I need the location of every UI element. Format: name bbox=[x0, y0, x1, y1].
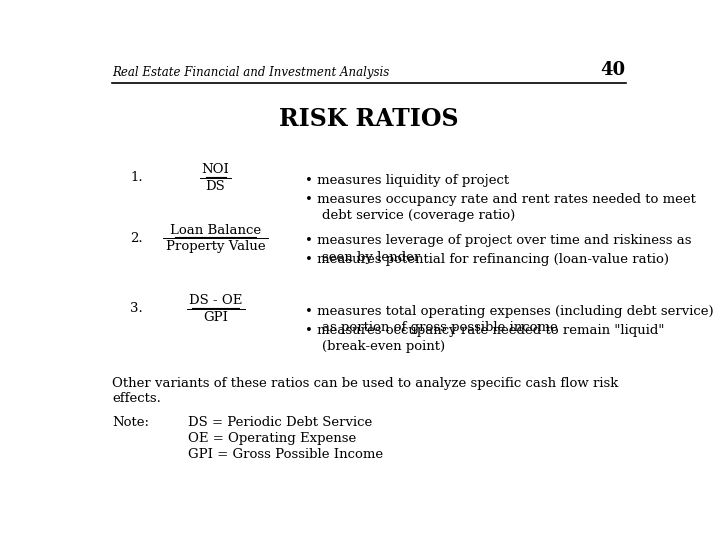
Text: 40: 40 bbox=[600, 60, 626, 78]
Text: RISK RATIOS: RISK RATIOS bbox=[279, 107, 459, 131]
Text: 2.: 2. bbox=[130, 232, 143, 245]
Text: GPI: GPI bbox=[203, 310, 228, 323]
Text: Note:: Note: bbox=[112, 416, 149, 429]
Text: DS: DS bbox=[206, 180, 225, 193]
Text: 3.: 3. bbox=[130, 302, 143, 315]
Text: • measures occupancy rate and rent rates needed to meet
    debt service (covera: • measures occupancy rate and rent rates… bbox=[305, 193, 696, 222]
Text: GPI = Gross Possible Income: GPI = Gross Possible Income bbox=[188, 448, 383, 461]
Text: NOI: NOI bbox=[202, 163, 230, 176]
Text: Other variants of these ratios can be used to analyze specific cash flow risk: Other variants of these ratios can be us… bbox=[112, 377, 618, 390]
Text: DS = Periodic Debt Service: DS = Periodic Debt Service bbox=[188, 416, 372, 429]
Text: OE = Operating Expense: OE = Operating Expense bbox=[188, 432, 356, 445]
Text: • measures liquidity of project: • measures liquidity of project bbox=[305, 174, 509, 187]
Text: 1.: 1. bbox=[130, 171, 143, 184]
Text: DS - OE: DS - OE bbox=[189, 294, 242, 307]
Text: effects.: effects. bbox=[112, 393, 161, 406]
Text: Property Value: Property Value bbox=[166, 240, 266, 253]
Text: • measures leverage of project over time and riskiness as
    seen by lender: • measures leverage of project over time… bbox=[305, 234, 691, 264]
Text: • measures potential for refinancing (loan-value ratio): • measures potential for refinancing (lo… bbox=[305, 253, 669, 266]
Text: • measures occupancy rate needed to remain "liquid"
    (break-even point): • measures occupancy rate needed to rema… bbox=[305, 324, 665, 353]
Text: Loan Balance: Loan Balance bbox=[170, 224, 261, 237]
Text: • measures total operating expenses (including debt service)
    as portion of g: • measures total operating expenses (inc… bbox=[305, 305, 714, 334]
Text: Real Estate Financial and Investment Analysis: Real Estate Financial and Investment Ana… bbox=[112, 65, 390, 78]
